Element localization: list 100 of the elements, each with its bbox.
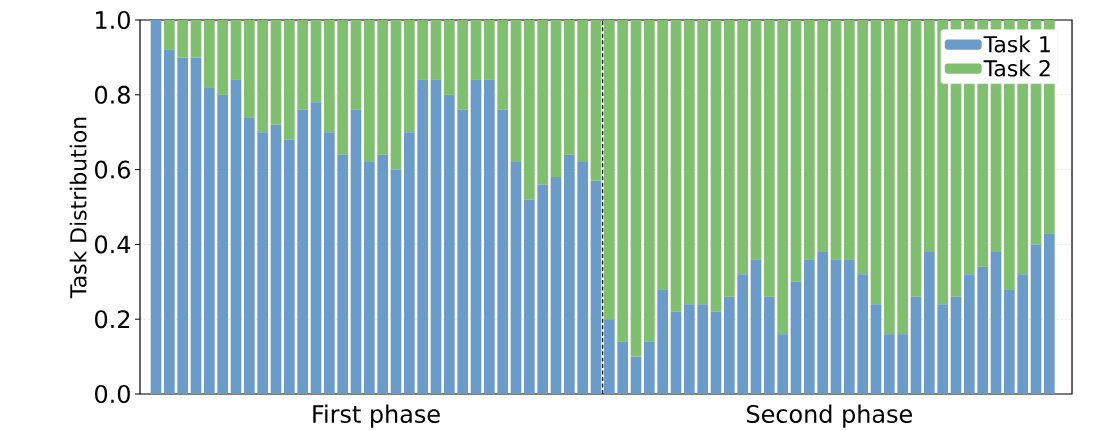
bar	[324, 20, 335, 133]
bar	[497, 109, 508, 394]
bar	[217, 94, 228, 394]
bar	[884, 20, 895, 335]
bar	[870, 20, 882, 305]
bar	[524, 20, 535, 200]
bar	[924, 251, 935, 394]
bar	[204, 20, 215, 88]
bar	[1004, 289, 1015, 394]
legend-label: Task 2	[983, 59, 1050, 77]
bar	[1030, 244, 1042, 394]
bar	[724, 20, 735, 297]
bar	[737, 274, 749, 394]
bar	[844, 20, 855, 260]
bar	[177, 57, 188, 394]
bar	[457, 20, 468, 110]
bar	[470, 20, 482, 80]
bar	[257, 132, 268, 394]
bar	[217, 20, 228, 95]
bar	[337, 20, 348, 155]
bar	[244, 20, 255, 118]
bar	[164, 20, 175, 50]
bar	[617, 20, 629, 342]
bar	[817, 251, 829, 394]
bar	[577, 20, 589, 163]
bar	[484, 20, 495, 80]
bar	[550, 177, 562, 394]
bar	[164, 49, 175, 394]
bar	[590, 180, 602, 394]
bar	[564, 20, 575, 155]
bar	[790, 20, 802, 282]
bar	[497, 20, 508, 110]
bar	[670, 311, 682, 394]
bar	[297, 109, 308, 394]
bar	[590, 20, 602, 181]
bar	[230, 20, 242, 80]
y-tick-label: 0.2	[95, 310, 130, 329]
bar	[764, 20, 775, 297]
bar	[604, 319, 615, 394]
bar	[804, 20, 815, 260]
bar	[417, 79, 428, 394]
bar	[697, 304, 709, 394]
bar	[444, 20, 455, 95]
bar	[884, 334, 895, 394]
bar	[684, 20, 695, 305]
bar	[830, 259, 842, 394]
bar	[710, 20, 722, 312]
bar	[190, 20, 202, 58]
bar	[844, 259, 855, 394]
y-tick-label: 0.6	[95, 160, 130, 179]
bar	[377, 20, 388, 155]
bar	[657, 289, 669, 394]
bar	[444, 94, 455, 394]
bar	[284, 139, 295, 394]
bar	[724, 296, 735, 394]
bar	[177, 20, 188, 58]
bar	[297, 20, 308, 110]
bar	[190, 57, 202, 394]
bar	[417, 20, 428, 80]
bar	[630, 356, 642, 394]
bar	[1017, 274, 1029, 394]
bar	[430, 20, 442, 80]
bar	[897, 334, 909, 394]
bar	[977, 266, 989, 394]
bar	[910, 296, 922, 394]
bar	[310, 20, 322, 103]
bar	[257, 20, 268, 133]
bar	[537, 20, 549, 185]
bar	[950, 296, 962, 394]
bar	[577, 162, 589, 394]
bar	[1044, 233, 1055, 394]
y-tick-label: 0.8	[95, 85, 130, 104]
y-tick-label: 1.0	[96, 10, 130, 30]
bar	[550, 20, 562, 178]
bar	[990, 251, 1002, 394]
bar	[764, 296, 775, 394]
bar	[284, 20, 295, 140]
bar	[404, 20, 415, 133]
legend-label: Task 1	[983, 35, 1050, 53]
bar	[537, 184, 549, 394]
bar	[737, 20, 749, 275]
text: First phase	[313, 404, 440, 428]
bar	[390, 169, 402, 394]
bar	[564, 154, 575, 394]
bar	[324, 132, 335, 394]
bar	[204, 87, 215, 394]
bar	[524, 199, 535, 394]
bar	[390, 20, 402, 170]
bar	[350, 109, 362, 394]
bar	[510, 162, 522, 394]
bar	[750, 20, 762, 260]
bar	[857, 274, 869, 394]
bar	[470, 79, 482, 394]
bar	[270, 20, 282, 125]
bar	[604, 20, 615, 320]
bar	[937, 304, 949, 394]
bar	[377, 154, 388, 394]
bar	[510, 20, 522, 163]
bar	[644, 341, 655, 394]
bar	[804, 259, 815, 394]
